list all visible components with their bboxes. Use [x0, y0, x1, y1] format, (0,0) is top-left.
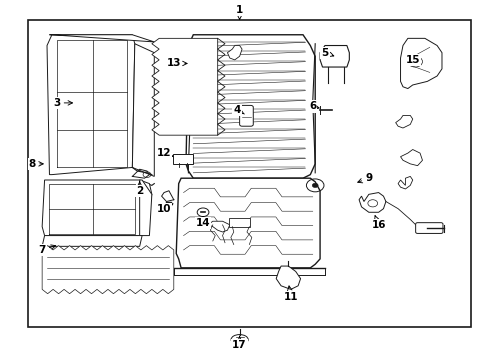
Polygon shape: [395, 116, 412, 128]
Polygon shape: [397, 176, 412, 189]
Polygon shape: [400, 39, 441, 89]
Text: 4: 4: [233, 105, 244, 115]
Polygon shape: [320, 45, 348, 67]
Polygon shape: [42, 180, 152, 235]
Text: 9: 9: [357, 173, 372, 183]
Polygon shape: [176, 178, 320, 268]
Polygon shape: [207, 221, 229, 232]
Text: 15: 15: [405, 55, 419, 65]
Text: 13: 13: [166, 58, 187, 68]
Polygon shape: [227, 45, 242, 60]
Text: 5: 5: [321, 48, 333, 58]
Polygon shape: [49, 35, 154, 42]
Text: 1: 1: [236, 5, 243, 19]
Text: 17: 17: [232, 336, 246, 350]
Text: 12: 12: [157, 148, 173, 158]
Polygon shape: [132, 44, 154, 176]
Polygon shape: [140, 180, 152, 235]
Polygon shape: [400, 149, 422, 166]
Polygon shape: [276, 266, 300, 289]
Polygon shape: [358, 193, 385, 212]
Polygon shape: [152, 39, 217, 135]
Text: 2: 2: [136, 182, 143, 196]
FancyBboxPatch shape: [228, 218, 250, 227]
FancyBboxPatch shape: [415, 223, 442, 233]
Polygon shape: [42, 246, 173, 294]
Text: 16: 16: [370, 216, 385, 230]
Text: 11: 11: [283, 286, 298, 302]
Polygon shape: [185, 35, 315, 178]
Polygon shape: [27, 21, 470, 327]
Text: 14: 14: [195, 217, 210, 228]
Text: 3: 3: [53, 98, 72, 108]
FancyBboxPatch shape: [239, 105, 253, 126]
Text: 10: 10: [157, 204, 173, 214]
Polygon shape: [42, 235, 142, 246]
Circle shape: [312, 183, 318, 188]
Text: 8: 8: [29, 159, 43, 169]
Text: 6: 6: [308, 102, 319, 112]
Polygon shape: [47, 35, 135, 175]
FancyBboxPatch shape: [172, 154, 193, 163]
Text: 7: 7: [39, 245, 56, 255]
